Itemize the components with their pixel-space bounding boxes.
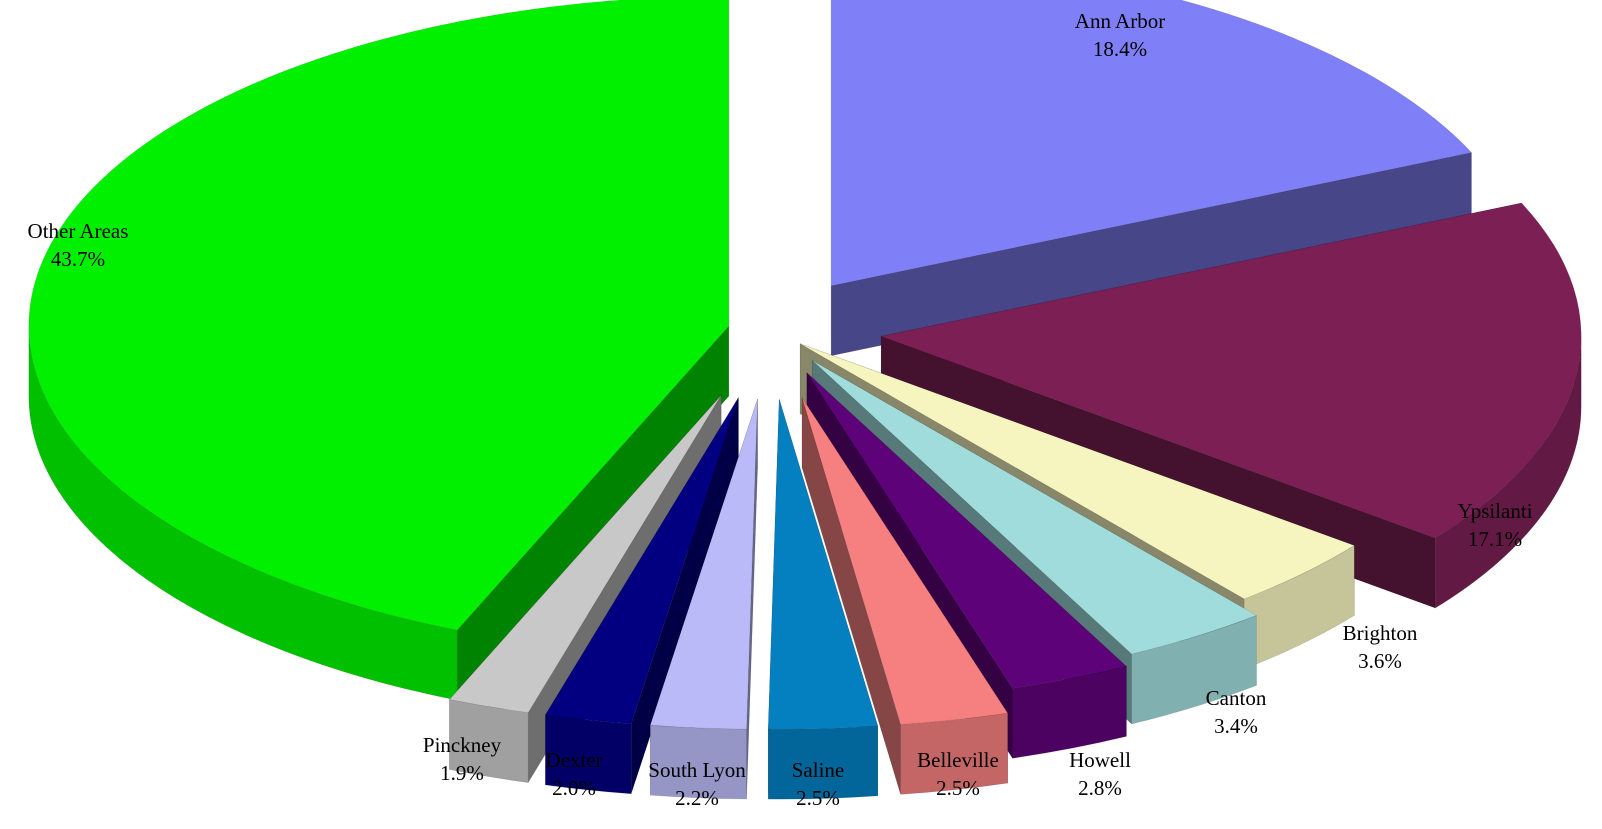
slice-value-ann-arbor: 18.4%	[1093, 37, 1147, 61]
slice-value-canton: 3.4%	[1214, 714, 1258, 738]
pie-slice-side-dexter-start	[630, 397, 739, 794]
slice-label-dexter: Dexter	[545, 748, 602, 772]
slice-label-ypsilanti: Ypsilanti	[1457, 499, 1532, 523]
pie-slice-brighton	[799, 343, 1355, 600]
slice-label-ann-arbor: Ann Arbor	[1075, 9, 1165, 33]
slice-label-canton: Canton	[1206, 686, 1267, 710]
slice-label-saline: Saline	[792, 758, 845, 782]
pie-slice-other-areas	[28, 0, 730, 631]
pie-slice-ypsilanti	[880, 202, 1582, 539]
slice-value-belleville: 2.5%	[936, 776, 980, 800]
slice-label-belleville: Belleville	[917, 748, 999, 772]
pie-slice-dexter	[544, 397, 739, 725]
slice-value-dexter: 2.0%	[552, 776, 596, 800]
pie-slice-howell	[806, 372, 1127, 689]
pie-top-layer	[28, 0, 1582, 730]
pie-slice-canton	[812, 360, 1258, 655]
pie-label-layer: Ann Arbor 18.4% Ypsilanti 17.1% Brighton 3.6%…	[28, 9, 1533, 810]
slice-value-south-lyon: 2.2%	[675, 786, 719, 810]
slice-value-howell: 2.8%	[1078, 776, 1122, 800]
slice-label-howell: Howell	[1069, 748, 1131, 772]
slice-value-brighton: 3.6%	[1358, 649, 1402, 673]
slice-label-other-areas: Other Areas	[28, 219, 129, 243]
slice-value-other-areas: 43.7%	[51, 247, 105, 271]
slice-label-south-lyon: South Lyon	[648, 758, 746, 782]
slice-value-saline: 2.5%	[796, 786, 840, 810]
pie-slice-belleville	[801, 397, 1009, 725]
slice-value-pinckney: 1.9%	[440, 761, 484, 785]
pie-slice-pinckney	[448, 395, 722, 713]
slice-label-pinckney: Pinckney	[423, 733, 502, 757]
slice-value-ypsilanti: 17.1%	[1468, 527, 1522, 551]
pie-slice-saline	[767, 399, 879, 730]
slice-label-brighton: Brighton	[1343, 621, 1418, 645]
pie-slice-ann-arbor	[830, 0, 1473, 287]
pie-slice-south-lyon	[649, 398, 758, 730]
